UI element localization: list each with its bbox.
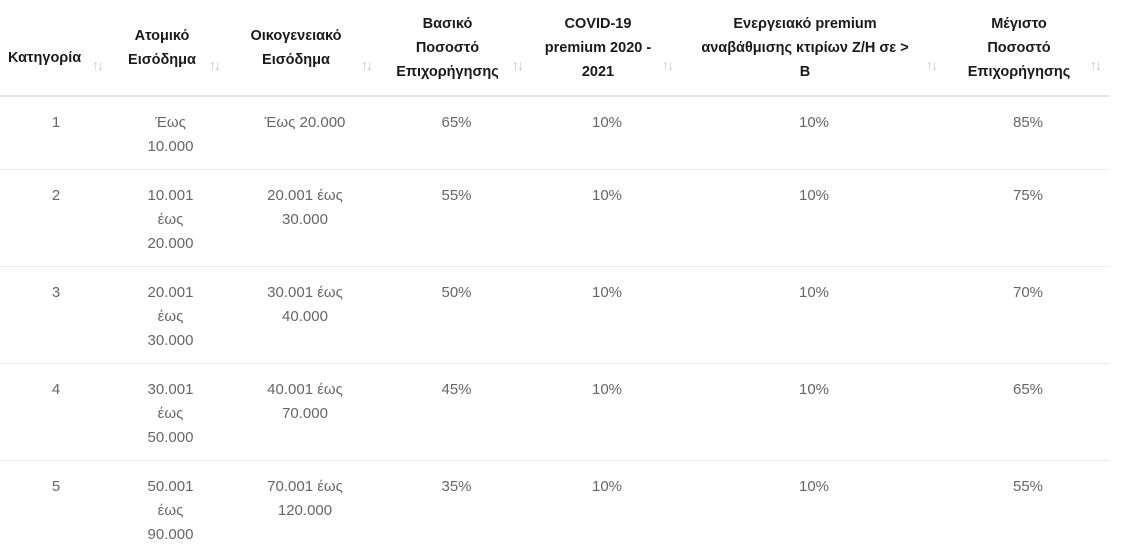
cell-individual-income: 30.001 έως 50.000 (112, 364, 229, 461)
cell-covid-premium: 10% (532, 96, 682, 170)
cell-individual-income: 10.001 έως 20.000 (112, 170, 229, 267)
header-label: COVID-19 premium 2020 - 2021 (543, 12, 653, 84)
cell-energy-premium: 10% (682, 461, 946, 557)
cell-covid-premium: 10% (532, 461, 682, 557)
cell-covid-premium: 10% (532, 267, 682, 364)
cell-base-rate: 65% (381, 96, 532, 170)
sort-arrows-icon[interactable]: ↑↓ (92, 58, 102, 72)
header-label: Βασικό Ποσοστό Επιχορήγησης (393, 12, 503, 84)
table-row: 4 30.001 έως 50.000 40.001 έως 70.000 45… (0, 364, 1110, 461)
sort-arrows-icon[interactable]: ↑↓ (926, 58, 936, 72)
header-label: Μέγιστο Ποσοστό Επιχορήγησης (964, 12, 1074, 84)
cell-energy-premium: 10% (682, 96, 946, 170)
sort-arrows-icon[interactable]: ↑↓ (512, 58, 522, 72)
table-body: 1 Έως 10.000 Έως 20.000 65% 10% 10% 85% … (0, 96, 1110, 557)
cell-category: 2 (0, 170, 112, 267)
cell-max-rate: 65% (946, 364, 1110, 461)
column-header-energy-premium[interactable]: Ενεργειακό premium αναβάθμισης κτιρίων Ζ… (682, 0, 946, 96)
column-header-covid-premium[interactable]: COVID-19 premium 2020 - 2021 ↑↓ (532, 0, 682, 96)
sort-arrows-icon[interactable]: ↑↓ (361, 58, 371, 72)
cell-category: 5 (0, 461, 112, 557)
column-header-max-rate[interactable]: Μέγιστο Ποσοστό Επιχορήγησης ↑↓ (946, 0, 1110, 96)
cell-family-income: 20.001 έως 30.000 (229, 170, 381, 267)
sort-arrows-icon[interactable]: ↑↓ (209, 58, 219, 72)
sort-arrows-icon[interactable]: ↑↓ (1090, 58, 1100, 72)
cell-category: 4 (0, 364, 112, 461)
table-row: 1 Έως 10.000 Έως 20.000 65% 10% 10% 85% (0, 96, 1110, 170)
table-row: 5 50.001 έως 90.000 70.001 έως 120.000 3… (0, 461, 1110, 557)
cell-family-income: Έως 20.000 (229, 96, 381, 170)
cell-covid-premium: 10% (532, 170, 682, 267)
cell-energy-premium: 10% (682, 364, 946, 461)
cell-family-income: 40.001 έως 70.000 (229, 364, 381, 461)
header-row: Κατηγορία ↑↓ Ατομικό Εισόδημα ↑↓ Οικογεν… (0, 0, 1110, 96)
cell-category: 1 (0, 96, 112, 170)
cell-max-rate: 75% (946, 170, 1110, 267)
cell-base-rate: 50% (381, 267, 532, 364)
column-header-individual-income[interactable]: Ατομικό Εισόδημα ↑↓ (112, 0, 229, 96)
cell-category: 3 (0, 267, 112, 364)
column-header-base-rate[interactable]: Βασικό Ποσοστό Επιχορήγησης ↑↓ (381, 0, 532, 96)
cell-individual-income: Έως 10.000 (112, 96, 229, 170)
column-header-family-income[interactable]: Οικογενειακό Εισόδημα ↑↓ (229, 0, 381, 96)
sort-arrows-icon[interactable]: ↑↓ (662, 58, 672, 72)
header-label: Ενεργειακό premium αναβάθμισης κτιρίων Ζ… (695, 12, 915, 84)
cell-base-rate: 55% (381, 170, 532, 267)
table-row: 2 10.001 έως 20.000 20.001 έως 30.000 55… (0, 170, 1110, 267)
cell-energy-premium: 10% (682, 267, 946, 364)
table-header: Κατηγορία ↑↓ Ατομικό Εισόδημα ↑↓ Οικογεν… (0, 0, 1110, 96)
cell-family-income: 70.001 έως 120.000 (229, 461, 381, 557)
cell-family-income: 30.001 έως 40.000 (229, 267, 381, 364)
column-header-category[interactable]: Κατηγορία ↑↓ (0, 0, 112, 96)
cell-individual-income: 20.001 έως 30.000 (112, 267, 229, 364)
cell-energy-premium: 10% (682, 170, 946, 267)
header-label: Κατηγορία (8, 46, 81, 70)
cell-max-rate: 85% (946, 96, 1110, 170)
cell-base-rate: 45% (381, 364, 532, 461)
header-label: Ατομικό Εισόδημα (122, 24, 202, 72)
header-label: Οικογενειακό Εισόδημα (241, 24, 351, 72)
cell-covid-premium: 10% (532, 364, 682, 461)
cell-max-rate: 55% (946, 461, 1110, 557)
cell-base-rate: 35% (381, 461, 532, 557)
cell-individual-income: 50.001 έως 90.000 (112, 461, 229, 557)
table-row: 3 20.001 έως 30.000 30.001 έως 40.000 50… (0, 267, 1110, 364)
cell-max-rate: 70% (946, 267, 1110, 364)
